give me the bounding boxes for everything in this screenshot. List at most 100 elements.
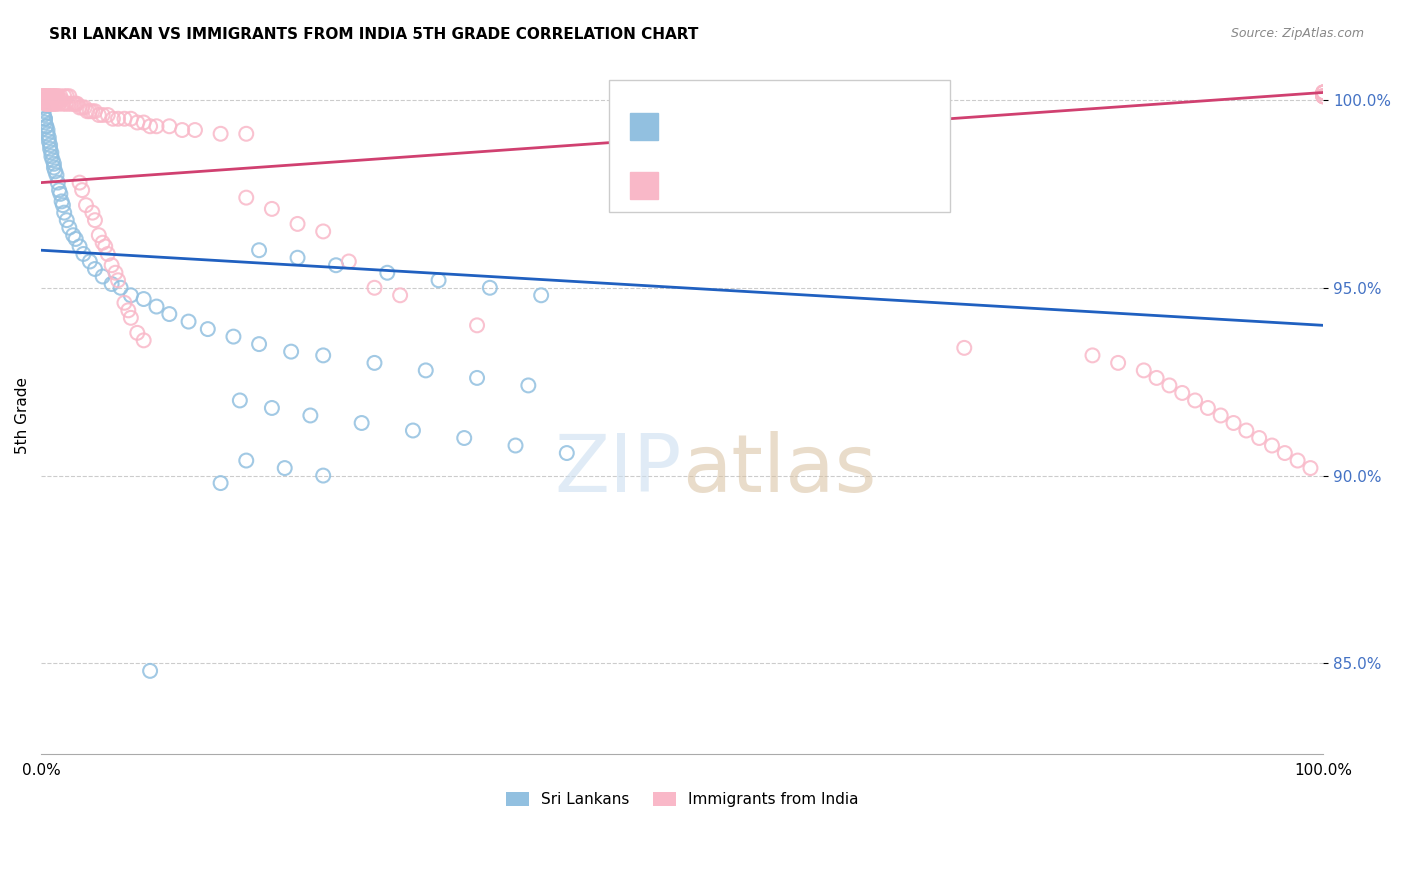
Point — [94, 239, 117, 253]
Point — [34, 96, 56, 111]
Point — [51, 194, 73, 209]
Point — [48, 93, 70, 107]
Point — [1107, 356, 1129, 370]
Point — [46, 89, 69, 103]
Point — [63, 96, 86, 111]
Point — [107, 112, 129, 126]
Point — [65, 232, 87, 246]
Point — [505, 438, 527, 452]
Point — [42, 161, 65, 175]
Y-axis label: 5th Grade: 5th Grade — [15, 377, 30, 454]
Point — [34, 93, 56, 107]
Point — [32, 93, 55, 107]
Point — [1312, 89, 1334, 103]
Point — [1159, 378, 1181, 392]
Point — [44, 89, 66, 103]
Point — [91, 269, 114, 284]
Point — [48, 96, 70, 111]
Point — [145, 120, 167, 134]
Point — [1312, 86, 1334, 100]
Point — [114, 295, 136, 310]
FancyBboxPatch shape — [630, 172, 658, 199]
Point — [82, 104, 104, 119]
Point — [139, 664, 162, 678]
Text: 72: 72 — [869, 118, 893, 136]
Point — [56, 96, 79, 111]
Point — [104, 266, 127, 280]
FancyBboxPatch shape — [630, 113, 658, 140]
Point — [79, 254, 101, 268]
Point — [84, 262, 107, 277]
Point — [139, 120, 162, 134]
Point — [274, 461, 297, 475]
Point — [75, 198, 97, 212]
Point — [49, 186, 72, 201]
Point — [465, 318, 488, 333]
Point — [66, 96, 89, 111]
Point — [1234, 424, 1257, 438]
Point — [197, 322, 219, 336]
Point — [375, 266, 398, 280]
Point — [91, 108, 114, 122]
Point — [46, 176, 69, 190]
Point — [38, 130, 60, 145]
Point — [87, 108, 110, 122]
Point — [39, 142, 62, 156]
Point — [41, 93, 63, 107]
Point — [41, 96, 63, 111]
Point — [127, 115, 149, 129]
Point — [172, 123, 194, 137]
Point — [35, 93, 58, 107]
Point — [280, 344, 302, 359]
Point — [69, 239, 91, 253]
Point — [389, 288, 412, 302]
Point — [41, 145, 63, 160]
Point — [34, 115, 56, 129]
Point — [325, 258, 347, 272]
Point — [45, 89, 67, 103]
Point — [337, 254, 360, 268]
Point — [1222, 416, 1244, 430]
Text: 123: 123 — [869, 177, 904, 194]
Point — [1312, 86, 1334, 100]
Point — [402, 424, 425, 438]
Point — [132, 334, 155, 348]
Point — [45, 96, 67, 111]
Point — [53, 89, 76, 103]
Point — [35, 120, 58, 134]
Text: atlas: atlas — [682, 431, 876, 508]
Text: Source: ZipAtlas.com: Source: ZipAtlas.com — [1230, 27, 1364, 40]
Point — [42, 157, 65, 171]
Point — [465, 371, 488, 385]
Point — [84, 213, 107, 227]
Text: -0.058: -0.058 — [754, 119, 808, 134]
Point — [32, 104, 55, 119]
Point — [39, 89, 62, 103]
Point — [235, 191, 257, 205]
Point — [145, 300, 167, 314]
Point — [37, 89, 59, 103]
Point — [55, 213, 77, 227]
Point — [39, 138, 62, 153]
Point — [107, 273, 129, 287]
Point — [70, 101, 93, 115]
Point — [1081, 348, 1104, 362]
Point — [555, 446, 578, 460]
Point — [59, 96, 82, 111]
Point — [84, 104, 107, 119]
Point — [58, 89, 80, 103]
Point — [32, 108, 55, 122]
Point — [37, 96, 59, 111]
Point — [235, 453, 257, 467]
Point — [48, 183, 70, 197]
Point — [312, 224, 335, 238]
Point — [65, 96, 87, 111]
Point — [363, 356, 385, 370]
Point — [55, 96, 77, 111]
Point — [120, 112, 142, 126]
Point — [209, 127, 232, 141]
Point — [1209, 409, 1232, 423]
Point — [62, 96, 84, 111]
Point — [1146, 371, 1168, 385]
Point — [31, 101, 53, 115]
